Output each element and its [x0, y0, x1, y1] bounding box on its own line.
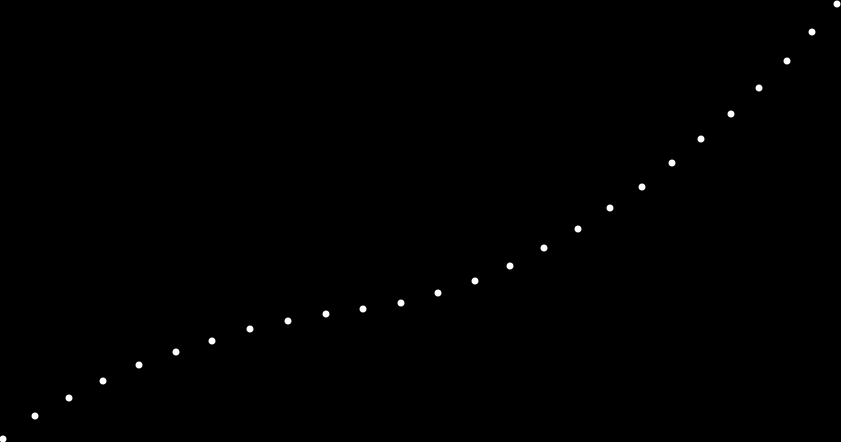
data-point — [359, 305, 367, 313]
data-point — [506, 262, 514, 270]
data-point — [540, 244, 548, 252]
data-point — [397, 299, 405, 307]
data-point — [727, 110, 735, 117]
data-point — [135, 361, 143, 369]
data-point — [471, 277, 479, 285]
data-point — [833, 0, 841, 8]
data-point — [172, 348, 180, 356]
data-point — [783, 57, 791, 65]
data-point — [697, 135, 705, 143]
data-point — [574, 225, 581, 233]
data-point — [322, 310, 329, 318]
data-point — [208, 337, 216, 344]
data-point — [606, 204, 614, 212]
data-point — [755, 84, 763, 92]
data-point — [808, 28, 816, 36]
data-point — [31, 412, 39, 420]
data-point — [0, 435, 7, 442]
data-point — [668, 159, 676, 167]
data-point — [434, 289, 442, 296]
data-point — [65, 394, 73, 402]
data-point — [99, 377, 107, 385]
data-point — [284, 317, 292, 325]
data-point — [638, 183, 646, 191]
data-point — [246, 325, 253, 333]
